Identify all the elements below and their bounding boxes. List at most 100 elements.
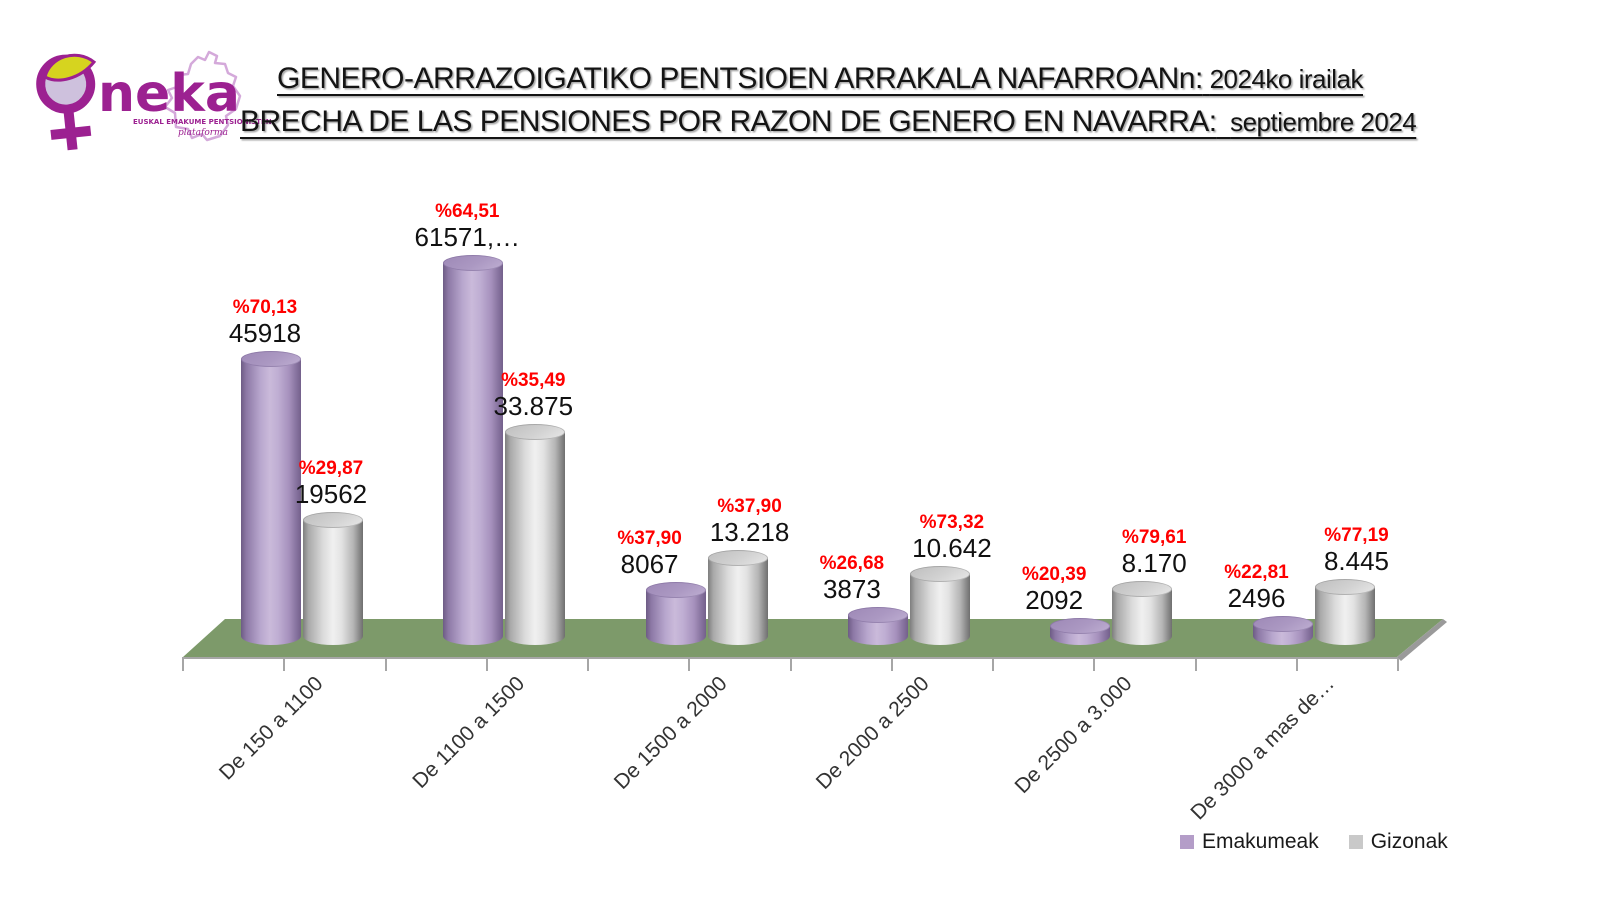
axis-tick <box>688 658 690 671</box>
logo-tagline2: plataforma <box>178 128 228 138</box>
bar-emakumeak-3 <box>847 607 908 645</box>
navarra-outline-icon <box>163 50 242 142</box>
title-line-1: GENERO-ARRAZOIGATIKO PENTSIOEN ARRAKALA … <box>277 60 1364 103</box>
bar-gizonak-2 <box>707 550 768 645</box>
value-label-emakumeak-3: 3873 <box>822 574 881 604</box>
bar-top-ellipse <box>1252 616 1313 632</box>
bar-top-ellipse <box>707 550 768 566</box>
bar-body <box>303 520 363 645</box>
bar-top-ellipse <box>303 512 363 528</box>
bar-body <box>645 590 706 645</box>
chart-legend: Emakumeak Gizonak <box>1180 830 1448 854</box>
percent-label-emakumeak-5: %22,81 <box>1224 562 1289 583</box>
title-line-1-main: GENERO-ARRAZOIGATIKO PENTSIOEN ARRAKALA … <box>277 62 1203 95</box>
percent-label-gizonak-0: %29,87 <box>298 458 364 479</box>
value-label-gizonak-5: 8.445 <box>1323 546 1390 576</box>
bar-top-ellipse <box>505 424 566 440</box>
legend-item-emakumeak: Emakumeak <box>1180 830 1319 854</box>
bar-emakumeak-5 <box>1252 616 1313 645</box>
bar-emakumeak-1 <box>443 255 504 645</box>
brand-text: neka <box>98 64 240 124</box>
bar-top-ellipse <box>1050 618 1111 634</box>
axis-tick <box>992 658 994 671</box>
bar-top-ellipse <box>443 255 504 271</box>
title-line-2-sub: septiembre 2024 <box>1230 107 1417 137</box>
legend-label-emakumeak: Emakumeak <box>1202 830 1319 853</box>
value-label-gizonak-4: 8.170 <box>1121 548 1187 578</box>
value-label-emakumeak-1: 61571,… <box>414 222 521 252</box>
bar-emakumeak-4 <box>1050 618 1111 645</box>
value-label-gizonak-0: 19562 <box>294 479 368 509</box>
bar-body <box>1314 587 1375 645</box>
x-axis-label: De 150 a 1100 <box>214 672 328 785</box>
axis-tick <box>1296 658 1298 671</box>
bar-gizonak-1 <box>505 424 566 645</box>
bar-top-ellipse <box>1112 581 1173 597</box>
x-axis-label: De 3000 a mas de… <box>1186 672 1339 825</box>
beret-icon <box>43 53 97 82</box>
axis-tick <box>1397 658 1399 671</box>
oneka-logo-graphic: neka EUSKAL EMAKUME PENTSIONISTEN plataf… <box>36 50 272 151</box>
legend-swatch-gizonak <box>1348 835 1363 849</box>
value-label-emakumeak-2: 8067 <box>620 549 679 579</box>
percent-label-emakumeak-0: %70,13 <box>232 297 298 318</box>
bar-gizonak-0 <box>303 512 363 645</box>
legend-item-gizonak: Gizonak <box>1348 830 1448 854</box>
legend-label-gizonak: Gizonak <box>1370 830 1448 853</box>
bar-emakumeak-0 <box>241 351 301 645</box>
title-line-2: BRECHA DE LAS PENSIONES POR RAZON DE GEN… <box>240 103 1417 146</box>
percent-label-gizonak-5: %77,19 <box>1324 525 1389 546</box>
bar-body <box>505 432 566 645</box>
chart-title-block: GENERO-ARRAZOIGATIKO PENTSIOEN ARRAKALA … <box>240 60 1417 146</box>
x-axis-label: De 2500 a 3.000 <box>1010 672 1137 799</box>
value-label-emakumeak-0: 45918 <box>228 318 302 348</box>
title-line-1-sub: 2024ko irailak <box>1209 64 1364 94</box>
percent-label-emakumeak-4: %20,39 <box>1021 564 1087 585</box>
oneka-logo: neka EUSKAL EMAKUME PENTSIONISTEN plataf… <box>28 36 278 166</box>
bar-body <box>909 574 970 645</box>
value-label-gizonak-1: 33.875 <box>493 391 574 421</box>
bar-emakumeak-2 <box>645 582 706 645</box>
value-label-gizonak-3: 10.642 <box>912 533 992 563</box>
bar-top-ellipse <box>241 351 301 367</box>
axis-tick <box>1195 658 1197 671</box>
bar-body <box>241 359 301 645</box>
percent-label-emakumeak-1: %64,51 <box>435 201 500 222</box>
value-label-emakumeak-4: 2092 <box>1025 585 1084 615</box>
percent-label-gizonak-1: %35,49 <box>501 370 566 391</box>
bar-gizonak-3 <box>909 566 970 645</box>
x-axis-label: De 1500 a 2000 <box>609 672 732 794</box>
bar-top-ellipse <box>645 582 706 598</box>
percent-label-emakumeak-3: %26,68 <box>819 553 885 574</box>
x-axis-label: De 1100 a 1500 <box>408 672 530 793</box>
bar-body <box>443 263 504 645</box>
axis-tick <box>486 658 488 671</box>
legend-swatch-emakumeak <box>1180 835 1194 849</box>
axis-tick <box>385 658 387 671</box>
title-line-2-main: BRECHA DE LAS PENSIONES POR RAZON DE GEN… <box>240 105 1217 138</box>
percent-label-gizonak-3: %73,32 <box>919 512 985 533</box>
bar-body <box>707 558 768 645</box>
bar-top-ellipse <box>847 607 908 623</box>
axis-tick <box>182 658 184 671</box>
bar-gizonak-4 <box>1112 581 1173 645</box>
percent-label-gizonak-4: %79,61 <box>1121 527 1187 548</box>
axis-tick <box>283 658 285 671</box>
x-axis-label: De 2000 a 2500 <box>812 672 935 794</box>
bar-gizonak-5 <box>1314 579 1375 645</box>
axis-tick <box>790 658 792 671</box>
value-label-gizonak-2: 13.218 <box>709 517 790 547</box>
axis-tick <box>587 658 589 671</box>
bar-top-ellipse <box>909 566 970 582</box>
axis-tick <box>891 658 893 671</box>
percent-label-emakumeak-2: %37,90 <box>617 528 682 549</box>
axis-tick <box>1093 658 1095 671</box>
value-label-emakumeak-5: 2496 <box>1227 583 1286 613</box>
bar-body <box>1112 589 1173 645</box>
logo-tagline: EUSKAL EMAKUME PENTSIONISTEN <box>133 118 272 126</box>
bar-top-ellipse <box>1314 579 1375 595</box>
percent-label-gizonak-2: %37,90 <box>717 496 782 517</box>
